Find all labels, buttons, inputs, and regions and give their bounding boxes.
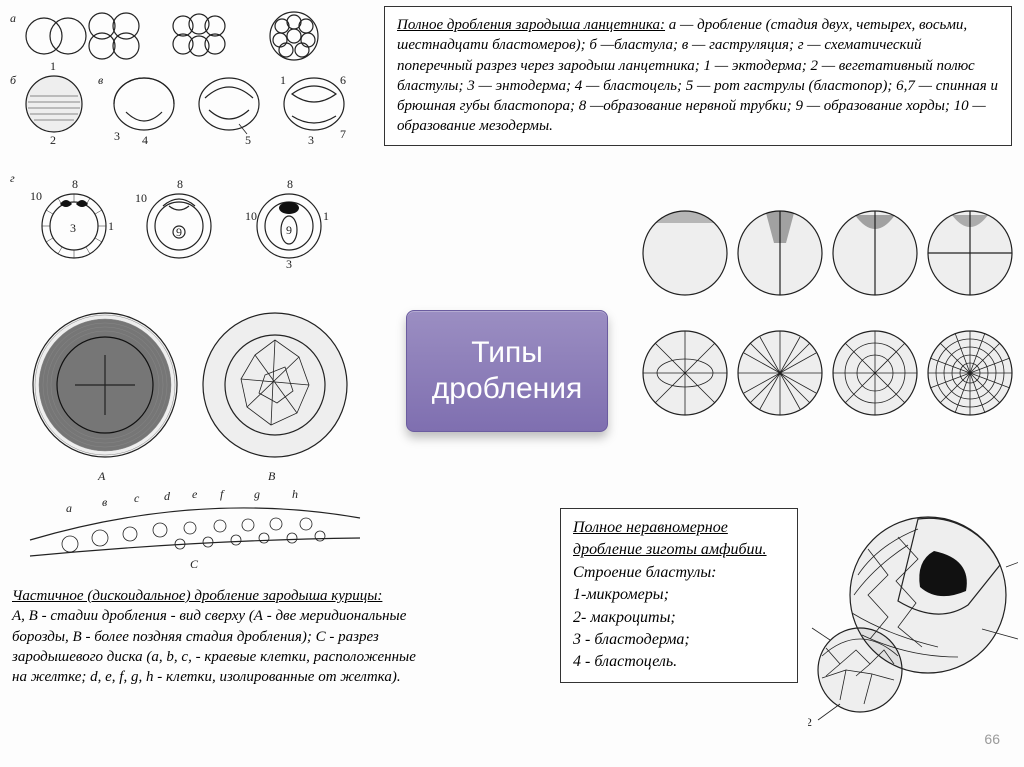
svg-text:c: c	[134, 491, 140, 505]
svg-text:3: 3	[114, 129, 120, 143]
diagram-chicken: A B a в c d e f g h C	[10, 300, 380, 570]
chicken-label-C: C	[190, 557, 199, 570]
svg-text:10: 10	[30, 189, 42, 203]
row-label-v: в	[98, 73, 103, 87]
svg-text:g: g	[254, 487, 260, 501]
svg-text:d: d	[164, 489, 171, 503]
caption-chicken-body: А, В - стадии дробления - вид сверху (А …	[12, 608, 416, 685]
svg-text:2: 2	[50, 133, 56, 147]
caption-lancelet-body: а — дробление (стадия двух, четырех, вос…	[397, 17, 998, 134]
svg-text:h: h	[292, 487, 298, 501]
svg-text:a: a	[66, 501, 72, 515]
chicken-label-A: A	[97, 469, 106, 483]
svg-text:9: 9	[286, 223, 292, 237]
svg-text:1: 1	[323, 209, 329, 223]
caption-chicken-lead: Частичное (дискоидальное) дробление заро…	[12, 588, 382, 604]
row-label-a: а	[10, 11, 16, 25]
diagram-blastula: 3 4 1 2	[808, 500, 1018, 730]
caption-lancelet: Полное дробления зародыша ланцетника: а …	[384, 6, 1012, 146]
svg-text:7: 7	[340, 127, 346, 141]
svg-text:2: 2	[808, 715, 812, 729]
svg-text:1: 1	[50, 59, 56, 73]
caption-amphibian: Полное неравномерное дробление зиготы ам…	[560, 508, 798, 683]
row-label-b: б	[10, 73, 17, 87]
svg-text:9: 9	[176, 225, 182, 239]
svg-text:1: 1	[108, 219, 114, 233]
caption-lancelet-lead: Полное дробления зародыша ланцетника:	[397, 17, 665, 33]
svg-text:8: 8	[287, 177, 293, 191]
page-number: 66	[984, 731, 1000, 747]
svg-text:3: 3	[70, 221, 76, 235]
svg-text:10: 10	[245, 209, 257, 223]
svg-text:f: f	[220, 487, 225, 501]
diagram-lancelet: а б 1 2 в 3 4	[4, 6, 378, 292]
chicken-label-B: B	[268, 469, 276, 483]
row-label-g: г	[10, 171, 15, 185]
title-badge: Типы дробления	[406, 310, 608, 432]
caption-chicken: Частичное (дискоидальное) дробление заро…	[0, 578, 440, 695]
svg-text:3: 3	[286, 257, 292, 271]
svg-text:1: 1	[280, 73, 286, 87]
svg-text:3: 3	[308, 133, 314, 147]
svg-text:8: 8	[177, 177, 183, 191]
title-badge-line1: Типы	[432, 335, 582, 371]
caption-amphibian-body: Строение бластулы: 1-микромеры; 2- макро…	[573, 564, 716, 671]
svg-text:в: в	[102, 495, 107, 509]
svg-text:6: 6	[340, 73, 346, 87]
svg-text:e: e	[192, 487, 198, 501]
diagram-amphibian-grid	[630, 188, 1020, 468]
svg-text:8: 8	[72, 177, 78, 191]
title-badge-line2: дробления	[432, 371, 582, 407]
caption-amphibian-lead: Полное неравномерное дробление зиготы ам…	[573, 519, 767, 558]
svg-text:5: 5	[245, 133, 251, 147]
svg-text:10: 10	[135, 191, 147, 205]
svg-text:4: 4	[142, 133, 148, 147]
